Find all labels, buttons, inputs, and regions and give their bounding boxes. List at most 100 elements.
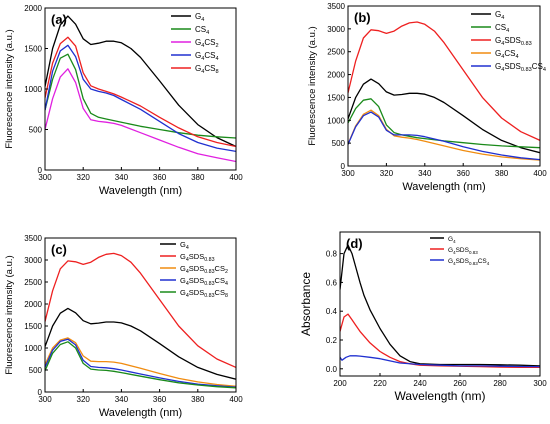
- series-line-G4: [45, 15, 236, 148]
- y-tick-label: 2500: [24, 278, 42, 287]
- y-tick-label: 2000: [327, 71, 345, 80]
- y-tick-label: 0.0: [326, 365, 338, 374]
- plot-frame: [44, 237, 237, 393]
- x-tick-label: 340: [115, 395, 129, 404]
- x-tick-label: 380: [191, 173, 205, 182]
- x-tick-label: 300: [533, 379, 547, 388]
- legend-label: G4SDS0.83: [448, 247, 478, 255]
- y-tick-label: 2000: [24, 4, 42, 13]
- x-tick-label: 320: [77, 395, 91, 404]
- x-tick-label: 320: [380, 169, 394, 178]
- legend-label: G4CS8: [195, 64, 219, 75]
- series-line-G4SDS0.83: [45, 252, 236, 368]
- legend-label: G4SDS0.83: [495, 36, 532, 47]
- series-line-G4SDS0.83CS4: [45, 338, 236, 388]
- legend-label: CS4: [195, 25, 209, 36]
- legend-label: G4: [195, 12, 204, 23]
- series-line-G4SDS0.83CS2: [45, 337, 236, 387]
- y-axis-label: Fluorescence intensity (a.u.): [4, 29, 15, 148]
- x-tick-label: 380: [191, 395, 205, 404]
- y-tick-label: 3500: [327, 2, 345, 11]
- y-tick-label: 0: [38, 166, 43, 175]
- y-tick-label: 500: [332, 139, 346, 148]
- series-line-G4CS8: [45, 36, 236, 148]
- legend-label: G4CS4: [495, 49, 519, 60]
- series-line-G4SDS0.83CS8: [45, 341, 236, 389]
- panel-d: 200 220 240 260 280 300 0.0 0.2 0.4 0.6 0.8 Wavelen…: [299, 231, 547, 403]
- x-tick-label: 240: [413, 379, 427, 388]
- x-tick-label: 360: [153, 395, 167, 404]
- legend-label: G4: [448, 236, 456, 244]
- panel-label: (c): [51, 242, 67, 257]
- legend-label: G4CS4: [195, 51, 219, 62]
- x-axis-label: Wavelength (nm): [402, 181, 485, 193]
- plot-frame: [347, 5, 541, 167]
- series-line-G4: [348, 78, 540, 154]
- y-tick-label: 0.6: [326, 278, 338, 287]
- legend-label: G4CS2: [195, 38, 219, 49]
- y-tick-label: 1500: [327, 93, 345, 102]
- x-tick-label: 300: [38, 395, 52, 404]
- panel-b: 300 320 340 360 380 400 0 500 1000 1500 2000 2500 30…: [307, 2, 547, 193]
- y-tick-label: 0.4: [326, 307, 338, 316]
- legend-label: G4SDS0.83CS8: [180, 288, 228, 299]
- series-line-G4SDS0.83: [340, 313, 540, 369]
- legend-label: G4: [180, 240, 189, 251]
- y-tick-label: 500: [29, 126, 43, 135]
- series-line-CS4: [348, 98, 540, 149]
- x-axis-label: Wavelength (nm): [99, 407, 182, 419]
- legend-label: CS4: [495, 23, 509, 34]
- x-tick-label: 380: [495, 169, 509, 178]
- y-tick-label: 1000: [327, 116, 345, 125]
- y-tick-label: 0.2: [326, 336, 338, 345]
- plot-frame: [339, 231, 541, 377]
- y-tick-label: 1000: [24, 85, 42, 94]
- x-tick-label: 360: [457, 169, 471, 178]
- panel-label: (b): [354, 10, 371, 25]
- legend-label: G4SDS0.83CS4: [448, 258, 490, 266]
- y-tick-label: 3000: [24, 256, 42, 265]
- series-line-G4CS2: [45, 68, 236, 163]
- series-line-G4CS4: [45, 44, 236, 153]
- y-axis-label: Fluorescence intensity (a.u.): [4, 255, 15, 374]
- y-tick-label: 1000: [24, 344, 42, 353]
- legend-label: G4SDS0.83: [180, 252, 215, 263]
- x-tick-label: 360: [153, 173, 167, 182]
- panel-a: 300 320 340 360 380 400 0 500 1000 1500 2000 Wavele…: [4, 4, 243, 197]
- y-tick-label: 0: [38, 388, 43, 397]
- y-axis-label: Fluorescence intensity (a.u.): [307, 26, 318, 145]
- series-line-G4: [45, 307, 236, 380]
- y-axis-label: Absorbance: [299, 272, 313, 336]
- x-tick-label: 340: [115, 173, 129, 182]
- x-tick-label: 300: [38, 173, 52, 182]
- series-line-G4: [340, 244, 540, 367]
- y-tick-label: 1500: [24, 45, 42, 54]
- y-tick-label: 3500: [24, 234, 42, 243]
- x-tick-label: 200: [333, 379, 347, 388]
- series-line-G4SDS0.83CS4: [340, 355, 540, 368]
- y-tick-label: 1500: [24, 322, 42, 331]
- panel-label: (a): [51, 12, 67, 27]
- y-tick-label: 3000: [327, 25, 345, 34]
- x-tick-label: 400: [229, 173, 243, 182]
- series-line-G4SDS0.83CS4: [348, 111, 540, 161]
- panel-c: 300 320 340 360 380 400 0 500 1000 1500 2000 2500 30…: [4, 234, 243, 419]
- y-tick-label: 2500: [327, 48, 345, 57]
- legend-label: G4: [495, 10, 504, 21]
- series-line-G4CS4: [348, 109, 540, 161]
- x-tick-label: 260: [453, 379, 467, 388]
- y-tick-label: 0: [341, 162, 346, 171]
- legend-label: G4SDS0.83CS2: [180, 264, 228, 275]
- x-tick-label: 280: [493, 379, 507, 388]
- panel-label: (d): [346, 236, 363, 251]
- x-axis-label: Wavelength (nm): [99, 185, 182, 197]
- x-tick-label: 320: [77, 173, 91, 182]
- series-line-CS4: [45, 53, 236, 139]
- x-tick-label: 400: [533, 169, 547, 178]
- x-tick-label: 400: [229, 395, 243, 404]
- y-tick-label: 500: [29, 366, 43, 375]
- y-tick-label: 0.8: [326, 250, 338, 259]
- legend-label: G4SDS0.83CS4: [180, 276, 228, 287]
- y-tick-label: 2000: [24, 300, 42, 309]
- series-line-G4SDS0.83: [348, 21, 540, 141]
